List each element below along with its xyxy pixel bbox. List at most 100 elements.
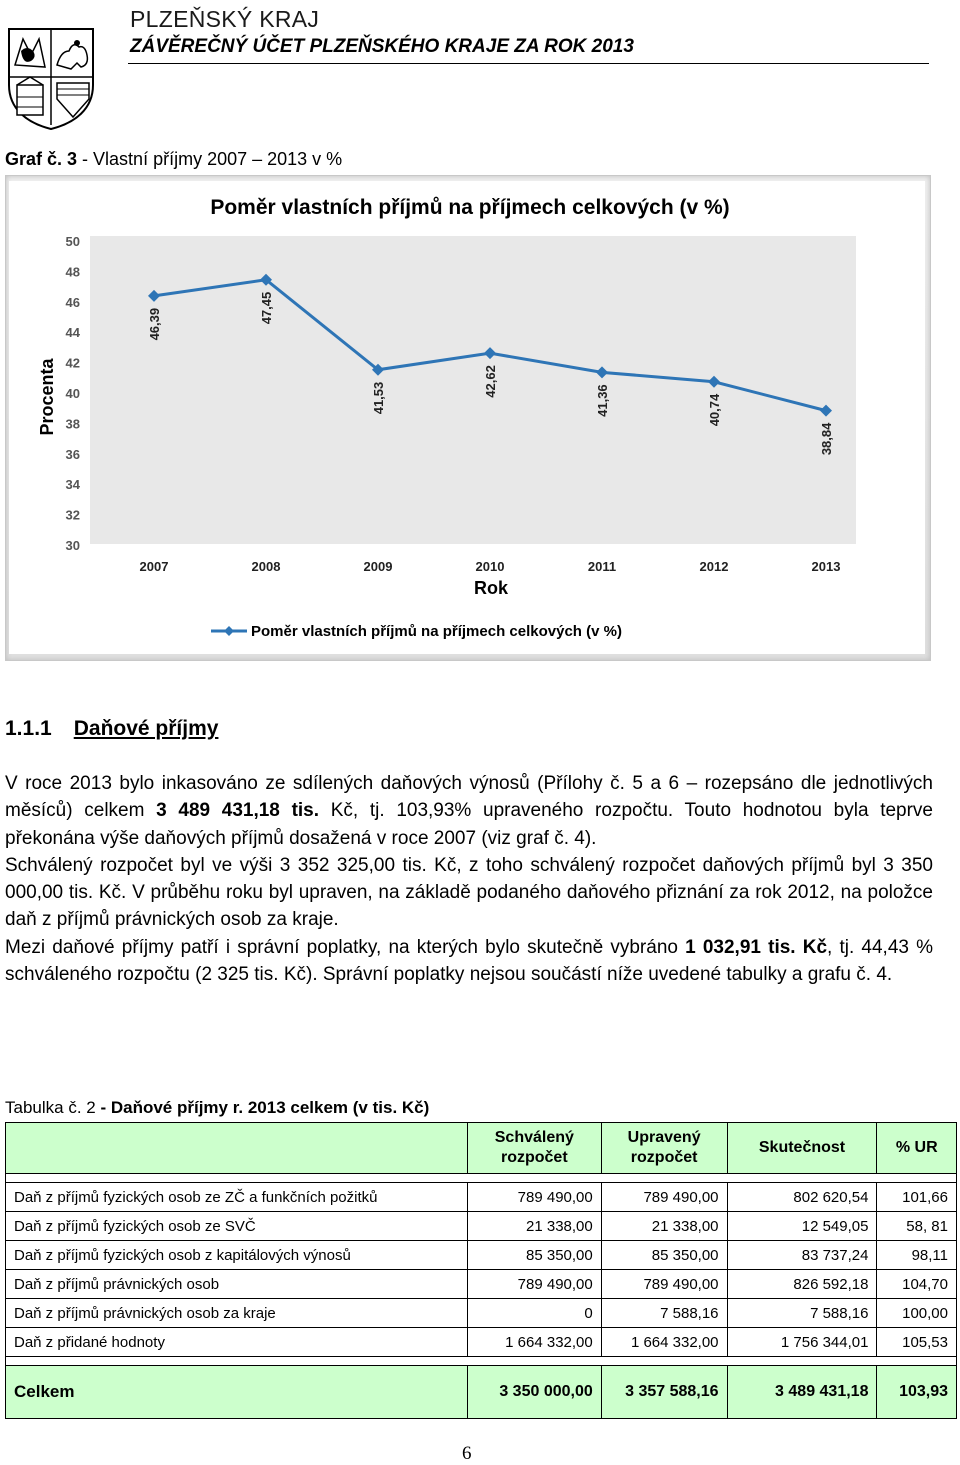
- data-point-marker: [372, 363, 384, 376]
- line-chart: Poměr vlastních příjmů na příjmech celko…: [37, 196, 856, 640]
- chart-title: Poměr vlastních příjmů na příjmech celko…: [210, 196, 729, 219]
- table-spacer-row: [5, 1356, 957, 1366]
- data-point-marker: [148, 289, 160, 302]
- table-cell-adjusted: 1 664 332,00: [600, 1327, 728, 1357]
- table-caption: Tabulka č. 2 - Daňové příjmy r. 2013 cel…: [5, 1098, 429, 1118]
- y-tick-label: 38: [66, 416, 80, 431]
- table-cell-approved: 789 490,00: [466, 1182, 602, 1212]
- table-header-actual: Skutečnost: [726, 1122, 878, 1174]
- paragraph-1-bold: 3 489 431,18 tis.: [156, 800, 320, 822]
- paragraph-3-text-a: Mezi daňové příjmy patří i správní popla…: [5, 936, 686, 958]
- y-tick-label: 36: [66, 447, 80, 462]
- table-spacer-cell: [5, 1173, 957, 1183]
- section-number: 1.1.1: [5, 717, 52, 740]
- y-tick-label: 32: [66, 508, 80, 523]
- table-total-label: Celkem: [5, 1365, 468, 1419]
- x-tick-label: 2007: [140, 559, 169, 574]
- table-total-row: Celkem 3 350 000,00 3 357 588,16 3 489 431,…: [5, 1365, 957, 1419]
- header-document-title: ZÁVĚREČNÝ ÚČET PLZEŇSKÉHO KRAJE ZA ROK 2…: [130, 36, 634, 57]
- x-axis-title: Rok: [474, 578, 509, 598]
- data-label: 47,45: [259, 292, 274, 325]
- table-total-approved: 3 350 000,00: [466, 1365, 602, 1419]
- x-tick-label: 2013: [812, 559, 841, 574]
- table-header-approved: Schválený rozpočet: [466, 1122, 602, 1174]
- table-row: Daň z příjmů fyzických osob ze ZČ a funk…: [5, 1182, 957, 1212]
- data-label: 38,84: [819, 422, 834, 455]
- header-divider: [128, 63, 929, 64]
- table-row: Daň z příjmů fyzických osob ze SVČ 21 338…: [5, 1211, 957, 1241]
- y-tick-label: 44: [66, 325, 81, 340]
- table-cell-percent: 58, 81: [876, 1211, 957, 1241]
- table-cell-actual: 12 549,05: [726, 1211, 878, 1241]
- x-tick-label: 2010: [476, 559, 505, 574]
- data-point-marker: [596, 366, 608, 379]
- data-label: 42,62: [483, 365, 498, 398]
- table-cell-actual: 1 756 344,01: [726, 1327, 878, 1357]
- table-cell-approved: 789 490,00: [466, 1269, 602, 1299]
- x-tick-label: 2009: [364, 559, 393, 574]
- table-cell-approved: 21 338,00: [466, 1211, 602, 1241]
- section-title: Daňové příjmy: [73, 717, 219, 740]
- table-total-adjusted: 3 357 588,16: [600, 1365, 728, 1419]
- x-tick-label: 2008: [252, 559, 281, 574]
- chart-caption-text: - Vlastní příjmy 2007 – 2013 v %: [77, 149, 343, 169]
- table-row: Daň z příjmů právnických osob za kraje 0 7…: [5, 1298, 957, 1328]
- y-tick-label: 34: [66, 477, 81, 492]
- table-caption-label: Tabulka č. 2: [5, 1098, 96, 1117]
- table-cell-percent: 104,70: [876, 1269, 957, 1299]
- legend-label: Poměr vlastních příjmů na příjmech celko…: [251, 623, 622, 640]
- paragraph-1-text-c: Kč, tj. 103,93% upraveného rozpočtu. Tou…: [5, 800, 934, 849]
- data-label: 40,74: [707, 393, 722, 426]
- paragraph-3-bold: 1 032,91 tis. Kč: [685, 936, 828, 958]
- region-coat-of-arms-logo: [8, 28, 94, 131]
- table-cell-item: Daň z přidané hodnoty: [5, 1327, 468, 1357]
- y-tick-label: 30: [66, 538, 80, 553]
- paragraph-admin-fees: Mezi daňové příjmy patří i správní popla…: [5, 934, 933, 989]
- table-cell-approved: 1 664 332,00: [466, 1327, 602, 1357]
- y-axis-ticks: 30 32 34 36 38 40 42 44 46 48 50: [66, 234, 81, 553]
- data-label: 46,39: [147, 308, 162, 341]
- tax-income-table: Schválený rozpočet Upravený rozpočet Sku…: [5, 1122, 957, 1419]
- table-cell-adjusted: 85 350,00: [600, 1240, 728, 1270]
- x-tick-label: 2012: [700, 559, 729, 574]
- table-spacer-row: [5, 1173, 957, 1183]
- table-cell-item: Daň z příjmů fyzických osob ze ZČ a funk…: [5, 1182, 468, 1212]
- paragraph-budget: Schválený rozpočet byl ve výši 3 352 325…: [5, 854, 933, 931]
- table-cell-item: Daň z příjmů fyzických osob z kapitálový…: [5, 1240, 468, 1270]
- data-point-marker: [820, 404, 832, 417]
- table-cell-adjusted: 789 490,00: [600, 1269, 728, 1299]
- y-tick-label: 42: [66, 356, 80, 371]
- table-cell-item: Daň z příjmů právnických osob za kraje: [5, 1298, 468, 1328]
- data-label: 41,36: [595, 384, 610, 417]
- y-tick-label: 46: [66, 295, 80, 310]
- table-cell-approved: 85 350,00: [466, 1240, 602, 1270]
- table-cell-actual: 7 588,16: [726, 1298, 878, 1328]
- y-axis-title: Procenta: [37, 357, 57, 435]
- table-total-actual: 3 489 431,18: [726, 1365, 878, 1419]
- legend: Poměr vlastních příjmů na příjmech celko…: [211, 623, 622, 640]
- data-point-marker: [484, 347, 496, 360]
- table-row: Daň z přidané hodnoty 1 664 332,00 1 664 3…: [5, 1327, 957, 1357]
- table-spacer-cell: [5, 1356, 957, 1366]
- x-axis-ticks: 2007 2008 2009 2010 2011 2012 2013: [140, 559, 841, 574]
- table-cell-percent: 101,66: [876, 1182, 957, 1212]
- table-row: Daň z příjmů fyzických osob z kapitálový…: [5, 1240, 957, 1270]
- y-tick-label: 48: [66, 264, 80, 279]
- paragraph-1-text-a: V roce 2013 bylo inkasováno ze sdílených…: [5, 773, 933, 822]
- table-total-percent: 103,93: [876, 1365, 957, 1419]
- data-point-marker: [260, 273, 272, 286]
- table-cell-adjusted: 21 338,00: [600, 1211, 728, 1241]
- paragraph-3-text-c: , tj. 44,43 % schváleného rozpočtu (2 32…: [5, 936, 934, 986]
- table-header-adjusted: Upravený rozpočet: [600, 1122, 728, 1174]
- table-cell-actual: 802 620,54: [726, 1182, 878, 1212]
- table-header-row: Schválený rozpočet Upravený rozpočet Sku…: [5, 1122, 957, 1174]
- y-tick-label: 50: [66, 234, 80, 249]
- table-row: Daň z příjmů právnických osob 789 490,00 7…: [5, 1269, 957, 1299]
- table-body: Daň z příjmů fyzických osob ze ZČ a funk…: [5, 1173, 957, 1419]
- table-header-percent: % UR: [876, 1122, 957, 1174]
- table-cell-approved: 0: [466, 1298, 602, 1328]
- section-heading: 1.1.1 Daňové příjmy: [5, 717, 218, 741]
- table-caption-text: - Daňové příjmy r. 2013 celkem (v tis. K…: [95, 1098, 430, 1117]
- table-cell-actual: 826 592,18: [726, 1269, 878, 1299]
- table-cell-actual: 83 737,24: [726, 1240, 878, 1270]
